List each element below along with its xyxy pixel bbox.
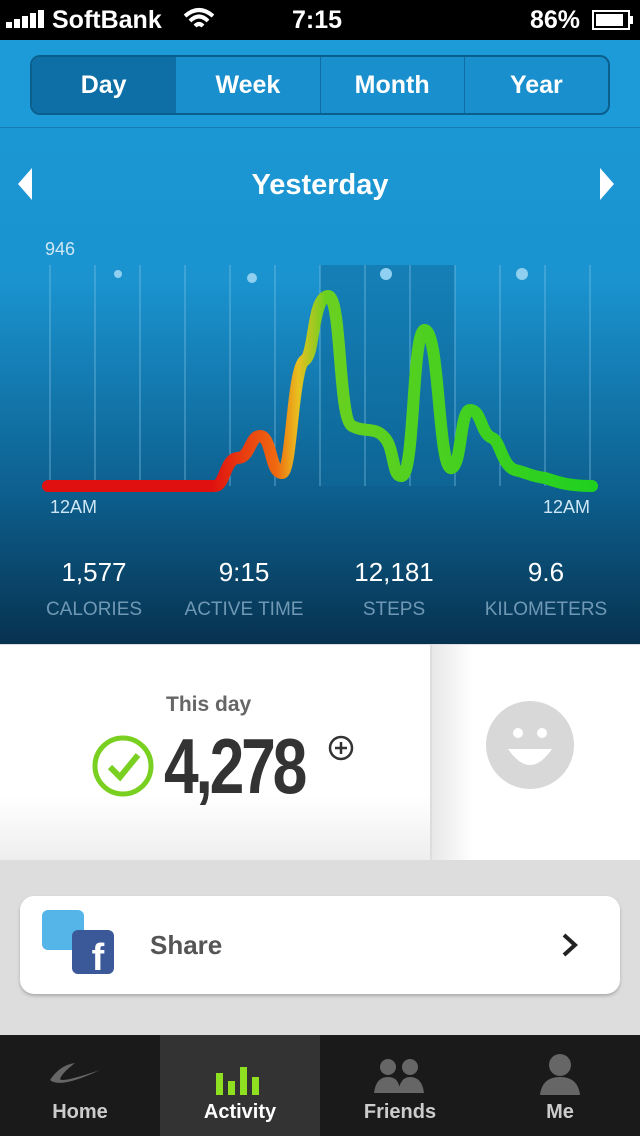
activity-curve [42,290,598,492]
date-title: Yesterday [251,169,388,201]
battery-percent: 86% [530,6,581,34]
friends-icon [374,1059,424,1093]
fuel-points: 4,278 [164,722,307,810]
tab-activity[interactable]: Activity [160,1035,320,1136]
smiley [486,701,574,789]
tab-home[interactable]: Home [0,1035,160,1136]
tab-activity-label: Activity [203,1101,277,1123]
tab-bar: Home Activity Friends Me [0,1035,640,1136]
calories-label: CALORIES [45,599,143,620]
status-bar: SoftBank 7:15 86% [0,0,640,40]
graph-area: Yesterday 946 12AM 12AM [18,168,614,517]
mood-panel [432,645,640,860]
kilometers-value: 9.6 [527,557,565,587]
tab-week[interactable]: Week [175,57,319,113]
steps-value: 12,181 [354,557,434,587]
battery-icon [592,10,633,30]
summary-caption: This day [166,693,252,716]
start-label: 12AM [50,497,97,517]
clock: 7:15 [292,6,343,34]
active-time-label: ACTIVE TIME [184,599,304,620]
share-label: Share [150,930,223,960]
wifi-icon [183,8,215,28]
plus-icon [328,735,354,761]
tab-friends[interactable]: Friends [320,1035,480,1136]
svg-text:f: f [92,937,105,976]
tab-friends-label: Friends [363,1101,437,1123]
steps-label: STEPS [362,599,426,620]
tab-year[interactable]: Year [463,57,608,113]
tab-me[interactable]: Me [480,1035,640,1136]
prev-arrow[interactable] [18,168,32,200]
time-icons [114,268,528,283]
tab-day[interactable]: Day [32,57,176,113]
calories-value: 1,577 [61,557,127,587]
tab-month[interactable]: Month [319,57,464,113]
summary-card: This day 4,278 [0,645,430,860]
activity-icon [216,1067,259,1095]
chevron [562,933,578,957]
social-icons: f [42,910,114,976]
goal-check [92,735,154,797]
carrier: SoftBank [52,6,162,34]
max-label: 946 [45,239,75,259]
tab-home-label: Home [52,1101,108,1123]
active-time-value: 9:15 [218,557,270,587]
end-label: 12AM [543,497,590,517]
period-selector[interactable]: Day Week Month Year [30,55,610,115]
signal-icon [6,10,44,28]
next-arrow[interactable] [600,168,614,200]
me-icon [540,1054,580,1095]
share-button[interactable]: f Share [20,896,620,994]
kilometers-label: KILOMETERS [484,599,608,620]
tab-me-label: Me [546,1101,574,1123]
home-icon [50,1063,100,1083]
